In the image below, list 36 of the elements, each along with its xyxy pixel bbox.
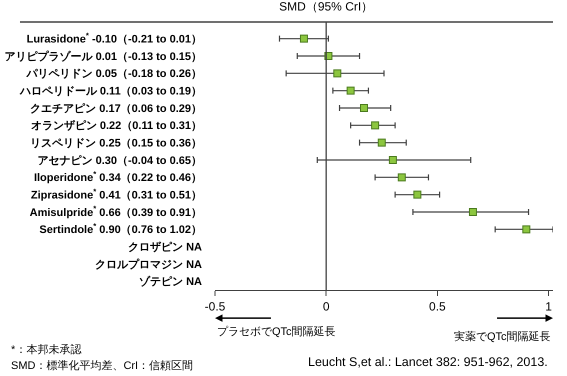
point (360, 104, 368, 112)
point (378, 138, 386, 147)
point (333, 69, 342, 78)
chart-title: SMD（95% CrI） (279, 0, 374, 14)
text: SMD：標準化平均差、CrI：信頼区間 (11, 360, 194, 372)
point (300, 34, 308, 43)
x-tick-label: -0.5 (204, 299, 226, 314)
point (522, 225, 530, 234)
y-tick-label: ハロペリドール 0.11（0.03 to 0.19） (18, 86, 202, 98)
y-tick-label: パリペリドン 0.05（-0.18 to 0.26） (26, 68, 202, 80)
y-tick-label: アセナピン 0.30（-0.04 to 0.65） (38, 154, 202, 167)
text: 実薬でQTc間隔延長 (454, 330, 551, 343)
y-tick-label: Iloperidone$^{*}$ 0.34（0.22 to 0.46） (34, 170, 202, 184)
y-tick-label: Ziprasidone$^{*}$ 0.41（0.31 to 0.51） (30, 186, 202, 202)
point (346, 86, 355, 95)
y-tick-label: クロザピン NA (128, 240, 202, 254)
point (468, 208, 477, 216)
point (398, 173, 406, 182)
y-tick-label: オランザピン 0.22（0.11 to 0.31） (30, 119, 202, 132)
y-tick-label: クエチアピン 0.17（0.06 to 0.29） (30, 102, 202, 115)
x-tick-label: 0 (322, 299, 330, 314)
y-tick-label: クロルプロマジン NA (95, 258, 202, 271)
text: Leucht S,et al.: Lancet 382: 951-962, 2013. (308, 355, 548, 369)
x-tick-label: 1 (545, 299, 552, 314)
text: *：本邦未承認 (11, 343, 82, 356)
y-tick-label: アリピプラゾール 0.01（-0.13 to 0.15） (4, 50, 202, 63)
point (413, 190, 422, 199)
point (371, 121, 380, 130)
y-tick-label: Lurasidone$^{*}$ -0.10（-0.21 to 0.01） (26, 30, 202, 46)
y-tick-label: ゾテピン NA (139, 275, 202, 288)
y-tick-label: Amisulpride$^{*}$ 0.66（0.39 to 0.91） (30, 204, 202, 219)
x-tick-label: 0.5 (429, 299, 446, 314)
y-tick-label: Sertindole$^{*}$ 0.90（0.76 to 1.02） (39, 222, 202, 236)
text: プラセボでQTc間隔延長 (217, 325, 336, 338)
y-tick-label: リスペリドン 0.25（0.15 to 0.36） (30, 138, 202, 150)
point (388, 156, 397, 164)
